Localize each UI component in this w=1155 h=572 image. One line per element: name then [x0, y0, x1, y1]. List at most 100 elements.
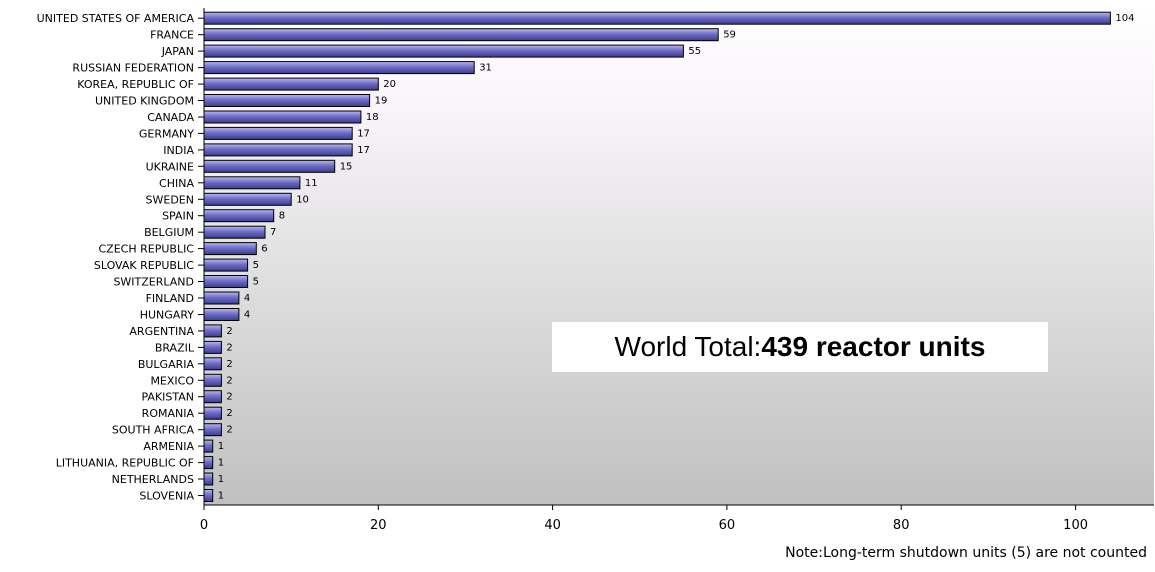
category-label: LITHUANIA, REPUBLIC OF — [56, 457, 194, 470]
category-label: KOREA, REPUBLIC OF — [77, 78, 194, 91]
value-label: 1 — [218, 491, 224, 502]
bar — [203, 44, 684, 58]
value-label: 2 — [226, 408, 232, 419]
value-label: 2 — [226, 342, 232, 353]
value-label: 4 — [244, 310, 250, 321]
bar — [203, 406, 222, 420]
category-label: BULGARIA — [138, 358, 195, 371]
bar — [203, 472, 214, 486]
value-label: 55 — [688, 46, 701, 57]
bar — [203, 308, 240, 321]
x-tick-label: 40 — [544, 518, 561, 533]
category-label: UKRAINE — [146, 160, 194, 173]
value-label: 18 — [366, 112, 379, 123]
value-label: 19 — [375, 96, 388, 107]
bar — [203, 77, 379, 91]
bar — [203, 28, 719, 42]
bar — [203, 159, 336, 173]
bar — [203, 390, 222, 404]
value-label: 4 — [244, 293, 250, 304]
value-label: 2 — [226, 392, 232, 403]
category-label: FINLAND — [146, 292, 194, 305]
category-label: SLOVAK REPUBLIC — [94, 259, 194, 272]
value-label: 8 — [279, 211, 285, 222]
x-tick-label: 80 — [893, 518, 910, 533]
bar — [203, 258, 249, 272]
bar — [203, 324, 222, 338]
bar — [203, 423, 222, 437]
bar — [203, 209, 275, 223]
category-label: ARGENTINA — [129, 325, 194, 338]
bar — [203, 11, 1111, 25]
category-label: UNITED STATES OF AMERICA — [37, 12, 195, 25]
value-label: 17 — [357, 128, 370, 139]
bar — [203, 61, 475, 75]
world-total-label: World Total: — [614, 331, 762, 362]
bar — [203, 489, 214, 502]
value-label: 11 — [305, 178, 318, 189]
value-label: 2 — [226, 425, 232, 436]
category-label: FRANCE — [150, 29, 194, 42]
value-label: 2 — [226, 375, 232, 386]
category-label: GERMANY — [139, 127, 194, 140]
bar — [203, 176, 301, 190]
bar — [203, 357, 222, 371]
value-label: 1 — [218, 441, 224, 452]
category-label: JAPAN — [161, 45, 194, 58]
world-total-value: 439 reactor units — [761, 331, 986, 362]
value-label: 5 — [253, 260, 259, 271]
bar — [203, 143, 353, 157]
x-tick-label: 100 — [1063, 518, 1088, 533]
x-tick-label: 0 — [200, 518, 208, 533]
value-label: 104 — [1115, 13, 1134, 24]
category-label: MEXICO — [150, 374, 194, 387]
category-label: CANADA — [147, 111, 194, 124]
bar — [203, 373, 222, 387]
bar — [203, 291, 240, 305]
category-label: UNITED KINGDOM — [95, 95, 194, 108]
value-label: 6 — [261, 244, 267, 255]
category-label: CHINA — [159, 177, 194, 190]
category-label: SWEDEN — [146, 193, 194, 206]
category-label: SOUTH AFRICA — [112, 424, 195, 437]
value-label: 2 — [226, 359, 232, 370]
category-label: HUNGARY — [140, 309, 195, 322]
value-label: 10 — [296, 194, 309, 205]
world-total-annotation: World Total: 439 reactor units — [552, 322, 1048, 372]
category-label: SLOVENIA — [139, 490, 194, 503]
category-label: SWITZERLAND — [113, 276, 194, 289]
value-label: 1 — [218, 458, 224, 469]
category-label: RUSSIAN FEDERATION — [72, 62, 194, 75]
bar — [203, 456, 214, 470]
footnote: Note:Long-term shutdown units (5) are no… — [785, 545, 1147, 561]
category-label: NETHERLANDS — [112, 473, 194, 486]
value-label: 5 — [253, 277, 259, 288]
category-label: CZECH REPUBLIC — [99, 243, 195, 256]
bar — [203, 110, 362, 124]
category-label: BRAZIL — [155, 341, 195, 354]
value-label: 1 — [218, 474, 224, 485]
bar — [203, 126, 353, 140]
value-label: 20 — [383, 79, 396, 90]
value-label: 15 — [340, 161, 353, 172]
category-label: INDIA — [163, 144, 194, 157]
bar — [203, 340, 222, 354]
bar — [203, 192, 292, 206]
bar — [203, 225, 266, 239]
value-label: 31 — [479, 63, 492, 74]
x-tick-label: 60 — [719, 518, 736, 533]
category-label: ARMENIA — [143, 440, 194, 453]
bar — [203, 439, 214, 453]
x-tick-label: 20 — [370, 518, 387, 533]
category-label: PAKISTAN — [141, 391, 194, 404]
value-label: 2 — [226, 326, 232, 337]
plot-background — [204, 8, 1154, 505]
category-label: SPAIN — [162, 210, 194, 223]
bar — [203, 94, 371, 107]
value-label: 17 — [357, 145, 370, 156]
category-label: ROMANIA — [142, 407, 195, 420]
category-label: BELGIUM — [144, 226, 194, 239]
bar — [203, 242, 257, 256]
